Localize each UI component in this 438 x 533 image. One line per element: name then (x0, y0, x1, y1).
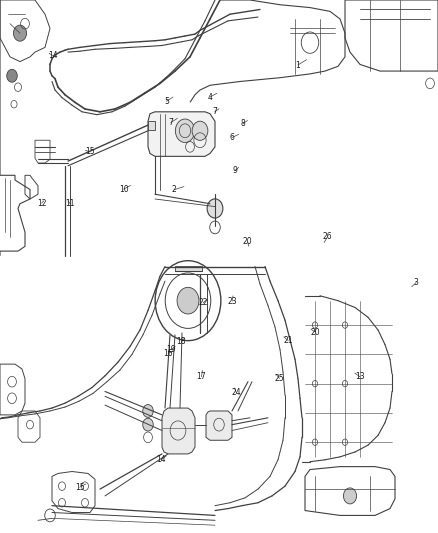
Text: 22: 22 (198, 298, 208, 307)
Text: 17: 17 (197, 373, 206, 381)
Text: 18: 18 (177, 337, 186, 345)
Circle shape (175, 119, 194, 142)
Circle shape (7, 69, 17, 82)
Bar (148, 122, 155, 130)
Text: 26: 26 (323, 232, 332, 241)
Text: 11: 11 (65, 199, 75, 208)
Text: 21: 21 (283, 336, 293, 345)
Text: 12: 12 (37, 199, 46, 207)
Text: 25: 25 (275, 374, 284, 383)
Text: 2: 2 (172, 185, 177, 194)
Polygon shape (206, 411, 232, 440)
Circle shape (207, 199, 223, 218)
Circle shape (192, 121, 208, 140)
Text: 14: 14 (48, 51, 57, 60)
Polygon shape (148, 112, 215, 156)
Text: 13: 13 (355, 373, 365, 381)
Text: 8: 8 (241, 119, 245, 128)
Text: 3: 3 (413, 278, 419, 287)
Text: 20: 20 (311, 328, 320, 336)
Text: 9: 9 (232, 166, 237, 175)
Text: 6: 6 (230, 133, 235, 142)
Text: 15: 15 (85, 148, 95, 156)
Bar (175, 266, 202, 271)
Text: 16: 16 (163, 350, 173, 358)
Circle shape (14, 25, 27, 41)
Text: 4: 4 (208, 93, 213, 101)
Text: 15: 15 (75, 483, 85, 491)
Circle shape (343, 488, 357, 504)
Text: 23: 23 (227, 297, 237, 305)
Circle shape (143, 418, 153, 431)
Text: 5: 5 (164, 97, 169, 106)
Text: 20: 20 (243, 238, 252, 246)
Circle shape (143, 405, 153, 417)
Text: 14: 14 (156, 456, 166, 464)
Text: 10: 10 (119, 185, 128, 193)
Text: 7: 7 (168, 118, 173, 127)
Polygon shape (162, 408, 195, 454)
Text: 24: 24 (232, 389, 241, 397)
Text: 19: 19 (166, 345, 176, 354)
Text: 7: 7 (212, 108, 217, 116)
Text: 1: 1 (296, 61, 300, 69)
Circle shape (177, 287, 199, 314)
